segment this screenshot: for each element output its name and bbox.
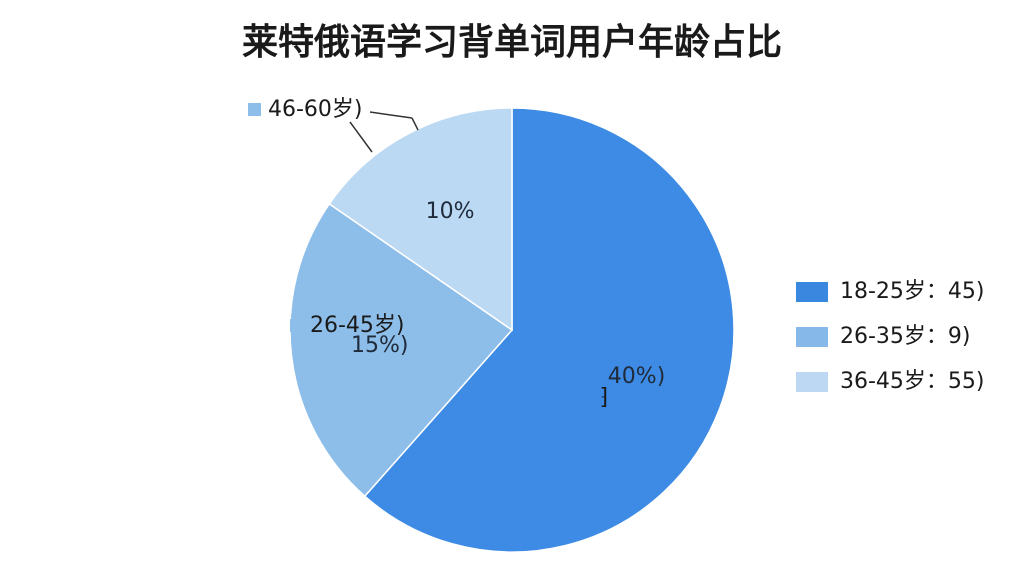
pie xyxy=(289,107,735,553)
leader-line xyxy=(349,121,373,153)
legend-label: 26-35岁：9) xyxy=(840,324,971,349)
pie-slice xyxy=(289,202,514,498)
legend-label: 36-45岁：55) xyxy=(840,369,985,394)
slice-label: 10% xyxy=(426,199,475,224)
annotation: 26-45岁) xyxy=(310,313,405,338)
legend-label: 18-25岁：45) xyxy=(840,279,985,304)
slice-label: 40%) xyxy=(608,364,665,389)
chart-title: 莱特俄语学习背单词用户年龄占比 xyxy=(242,21,782,63)
annotation: 46-60岁) xyxy=(268,97,363,122)
leader-line xyxy=(411,117,419,131)
pie-slice xyxy=(328,107,513,332)
slice-label: 15%) xyxy=(351,333,408,358)
annotation: ⁆ xyxy=(600,385,609,410)
legend-swatch xyxy=(796,372,828,392)
legend-swatch xyxy=(796,282,828,302)
annotation-swatch xyxy=(290,319,303,332)
pie-slice xyxy=(363,107,735,553)
legend-swatch xyxy=(796,327,828,347)
annotation-swatch xyxy=(248,103,261,116)
leader-line xyxy=(369,111,413,119)
